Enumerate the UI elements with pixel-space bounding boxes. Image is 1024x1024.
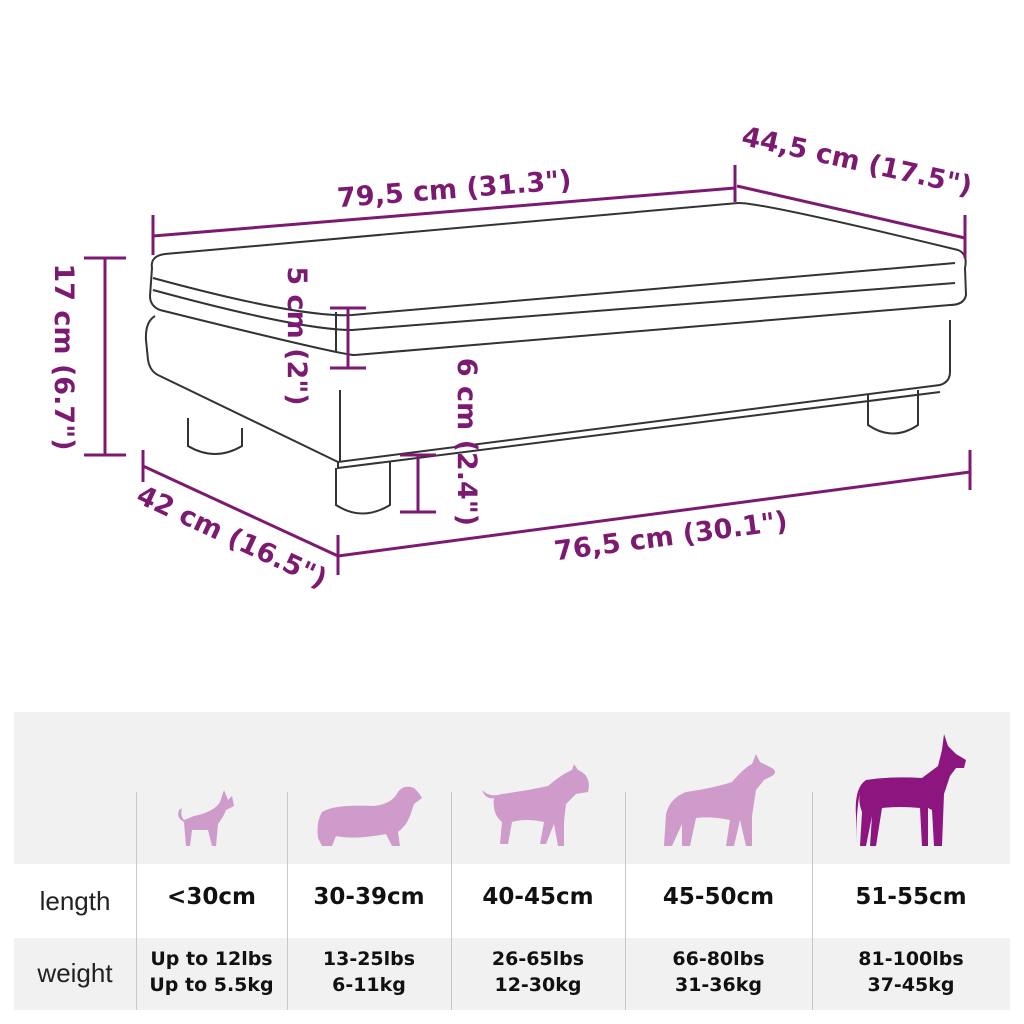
divider bbox=[625, 792, 626, 1010]
divider bbox=[136, 792, 137, 1010]
base-depth-label: 42 cm (16.5") bbox=[132, 480, 332, 595]
weight-kg: 12-30kg bbox=[494, 974, 582, 996]
total-height-label: 17 cm (6.7") bbox=[48, 263, 79, 450]
base-length-label: 76,5 cm (30.1") bbox=[552, 506, 789, 567]
length-cell: <30cm bbox=[167, 884, 256, 910]
weight-cell: Up to 12lbs Up to 5.5kg bbox=[136, 946, 287, 998]
length-row bbox=[14, 864, 1010, 938]
weight-lbs: 81-100lbs bbox=[858, 948, 964, 970]
dog-size-table: length weight <30cm 30-39cm 40-45cm 45-5… bbox=[14, 712, 1010, 1010]
weight-cell: 66-80lbs 31-36kg bbox=[625, 946, 812, 998]
leg-height-label: 6 cm (2.4") bbox=[451, 358, 482, 526]
weight-cell: 81-100lbs 37-45kg bbox=[812, 946, 1010, 998]
weight-cell: 26-65lbs 12-30kg bbox=[451, 946, 625, 998]
divider bbox=[287, 792, 288, 1010]
chihuahua-icon bbox=[178, 790, 234, 846]
length-cell: 30-39cm bbox=[313, 884, 425, 910]
bull-terrier-icon bbox=[482, 764, 589, 846]
weight-cell: 13-25lbs 6-11kg bbox=[287, 946, 451, 998]
cushion-height-label: 5 cm (2") bbox=[281, 266, 312, 405]
weight-kg: 31-36kg bbox=[674, 974, 762, 996]
weight-row-label: weight bbox=[37, 958, 113, 988]
length-cell: 51-55cm bbox=[855, 884, 967, 910]
weight-lbs: Up to 12lbs bbox=[150, 948, 273, 970]
weight-kg: 6-11kg bbox=[332, 974, 406, 996]
length-cell: 40-45cm bbox=[482, 884, 594, 910]
product-dimension-diagram: 79,5 cm (31.3") 44,5 cm (17.5") 17 cm (6… bbox=[48, 121, 975, 595]
pet-sofa-drawing bbox=[144, 201, 968, 515]
weight-lbs: 66-80lbs bbox=[672, 948, 765, 970]
shepherd-icon bbox=[664, 754, 775, 846]
divider bbox=[451, 792, 452, 1010]
weight-kg: 37-45kg bbox=[867, 974, 955, 996]
icon-row bbox=[14, 712, 1010, 864]
great-dane-icon bbox=[855, 734, 966, 846]
top-depth-label: 44,5 cm (17.5") bbox=[739, 121, 975, 202]
length-row-label: length bbox=[39, 886, 111, 916]
divider bbox=[812, 792, 813, 1010]
weight-kg: Up to 5.5kg bbox=[149, 974, 274, 996]
weight-row bbox=[14, 938, 1010, 1010]
top-length-label: 79,5 cm (31.3") bbox=[336, 165, 573, 214]
dachshund-icon bbox=[317, 786, 422, 846]
weight-lbs: 26-65lbs bbox=[491, 948, 585, 970]
dimension-lines bbox=[84, 165, 972, 575]
length-cell: 45-50cm bbox=[662, 884, 775, 910]
weight-lbs: 13-25lbs bbox=[322, 948, 416, 970]
